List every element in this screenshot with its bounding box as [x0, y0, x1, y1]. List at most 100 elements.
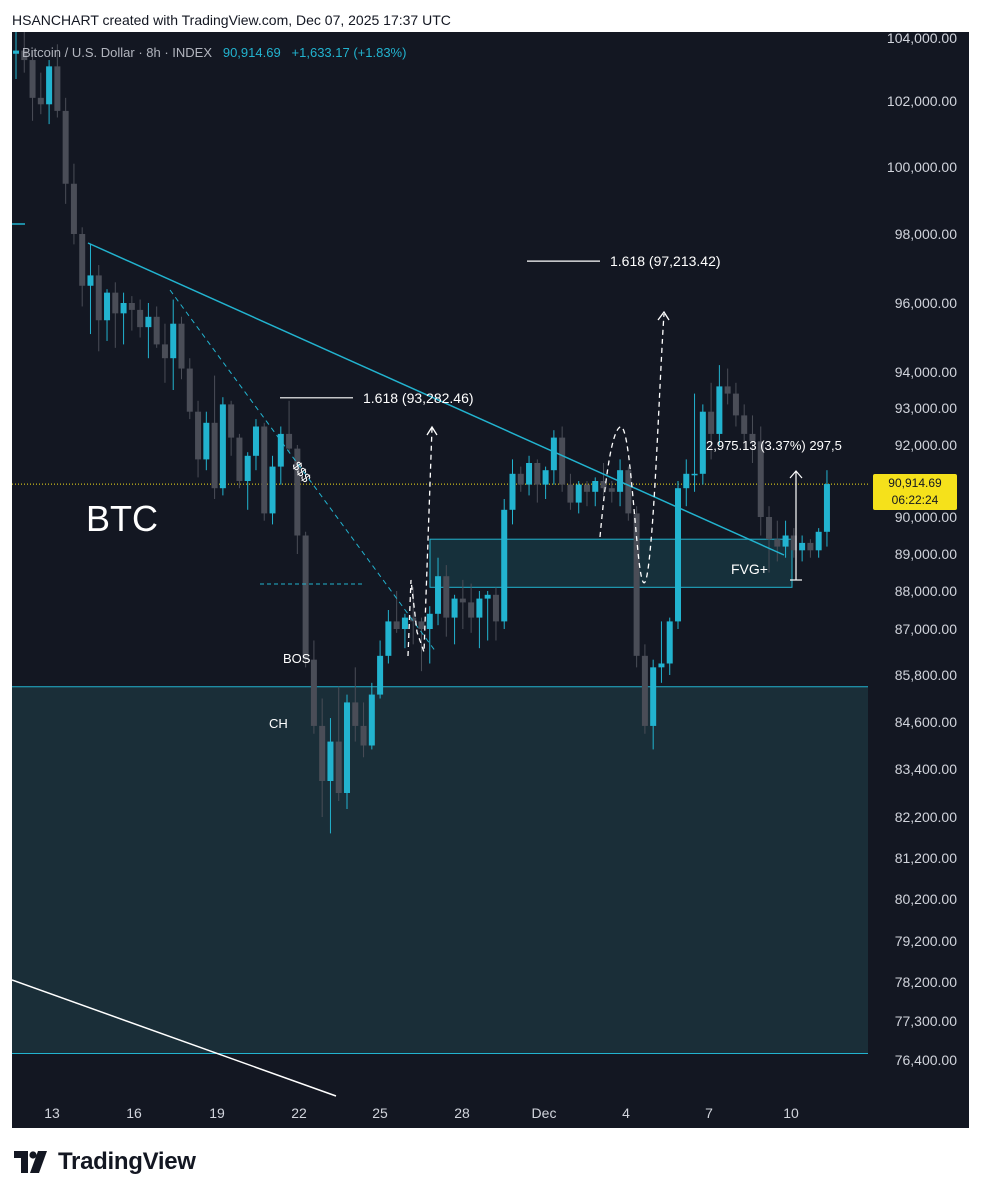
x-axis-tick-label: 28: [454, 1105, 470, 1121]
x-axis-tick-label: 16: [126, 1105, 142, 1121]
candle-bull: [823, 484, 830, 532]
x-axis-tick-label: 25: [372, 1105, 388, 1121]
chart-frame[interactable]: 1.618 (97,213.42) 1.618 (93,282.46) 2,975.…: [12, 32, 969, 1128]
x-axis-tick-label: 4: [622, 1105, 630, 1121]
candle-bull: [699, 411, 706, 474]
y-axis-tick-label: 76,400.00: [895, 1052, 957, 1068]
x-axis-tick-label: 7: [705, 1105, 713, 1121]
candle-bear: [708, 411, 715, 434]
candle-bull: [344, 702, 350, 793]
candle-bull: [368, 694, 375, 746]
candle-bear: [608, 488, 615, 492]
candle-bear: [468, 602, 475, 618]
y-axis-tick-label: 92,000.00: [895, 437, 957, 453]
candle-bear: [261, 426, 268, 514]
candle-bear: [410, 617, 417, 622]
y-axis-tick-label: 85,800.00: [895, 667, 957, 683]
candle-bull: [46, 66, 53, 105]
candle-bull: [666, 621, 673, 664]
time-axis: [12, 1104, 969, 1128]
candle-bull: [252, 426, 259, 456]
y-axis-tick-label: 89,000.00: [895, 546, 957, 562]
candle-bull: [683, 473, 690, 489]
y-axis-tick-label: 80,200.00: [895, 891, 957, 907]
candle-bull: [501, 509, 508, 622]
last-price-badge[interactable]: 90,914.69 06:22:24: [873, 474, 957, 510]
candle-bear: [807, 542, 814, 551]
candle-bull: [509, 473, 516, 510]
candle-bear: [732, 393, 739, 416]
candle-bear: [393, 621, 400, 629]
fib-label-upper: 1.618 (97,213.42): [610, 253, 721, 269]
candle-bull: [484, 594, 491, 599]
demand-zone: [12, 686, 868, 1054]
candle-bull: [592, 481, 599, 492]
candle-bull: [542, 470, 549, 485]
candle-bear: [236, 437, 243, 481]
candle-bull: [244, 455, 251, 481]
x-axis-tick-label: 19: [209, 1105, 225, 1121]
candle-bull: [815, 531, 822, 551]
candle-bear: [310, 659, 317, 726]
candle-bear: [641, 655, 648, 726]
candle-bear: [600, 481, 607, 489]
descending-trendline: [87, 242, 785, 556]
ticker-change: +1,633.17 (+1.83%): [291, 45, 407, 60]
candle-bear: [360, 725, 367, 746]
candle-bear: [112, 292, 119, 314]
x-axis-tick-label: 13: [44, 1105, 60, 1121]
candle-bear: [153, 316, 160, 345]
candle-bull: [476, 598, 483, 618]
candle-bull: [377, 655, 384, 695]
candle-bull: [327, 741, 334, 781]
y-axis-tick-label: 90,000.00: [895, 509, 957, 525]
candle-bear: [724, 386, 731, 394]
price-chart[interactable]: 1.618 (97,213.42) 1.618 (93,282.46) 2,975.…: [12, 32, 969, 1128]
bos-label: BOS: [283, 651, 311, 666]
y-axis-tick-label: 82,200.00: [895, 809, 957, 825]
candle-bull: [269, 466, 276, 514]
candle-bull: [145, 316, 152, 328]
candle-bull: [170, 323, 177, 359]
y-axis-tick-label: 83,400.00: [895, 761, 957, 777]
projection-arrowhead-right: [657, 310, 670, 321]
candle-bear: [352, 702, 359, 726]
candle-bear: [567, 484, 574, 503]
candle-bull: [203, 422, 210, 460]
y-axis-tick-label: 98,000.00: [895, 226, 957, 242]
candle-bull: [87, 275, 94, 286]
candle-bull: [219, 404, 226, 489]
candle-bear: [178, 323, 185, 369]
candle-bull: [385, 621, 392, 656]
candle-bear: [749, 433, 756, 442]
x-axis-tick-label: Dec: [532, 1105, 557, 1121]
y-axis-tick-label: 94,000.00: [895, 364, 957, 380]
measure-arrowhead: [789, 470, 803, 479]
candle-bear: [186, 368, 193, 412]
candle-bull: [526, 463, 533, 485]
candle-bull: [435, 576, 442, 614]
bar-countdown: 06:22:24: [891, 493, 939, 507]
candle-bear: [774, 539, 781, 547]
candle-bear: [583, 484, 590, 492]
candle-bear: [418, 621, 425, 629]
x-axis-tick-label: 22: [291, 1105, 307, 1121]
candle-bear: [70, 183, 77, 234]
candle-bear: [534, 463, 541, 485]
candle-bear: [62, 110, 69, 184]
candle-bear: [459, 598, 466, 603]
candle-bull: [575, 484, 582, 503]
candle-bear: [790, 535, 797, 551]
candle-bear: [443, 576, 450, 618]
projection-path-left: [407, 427, 433, 657]
candle-bull: [13, 50, 19, 54]
candle-bear: [161, 344, 168, 359]
tradingview-logo[interactable]: TradingView: [14, 1148, 196, 1176]
chart-symbol-label: BTC: [86, 498, 158, 539]
y-axis-tick-label: 96,000.00: [895, 295, 957, 311]
y-axis-tick-label: 100,000.00: [887, 159, 957, 175]
chart-header-title: HSANCHART created with TradingView.com, …: [12, 12, 451, 28]
candle-bear: [211, 422, 218, 489]
fvg-zone: [429, 538, 793, 588]
ticker-price: 90,914.69: [222, 45, 281, 60]
